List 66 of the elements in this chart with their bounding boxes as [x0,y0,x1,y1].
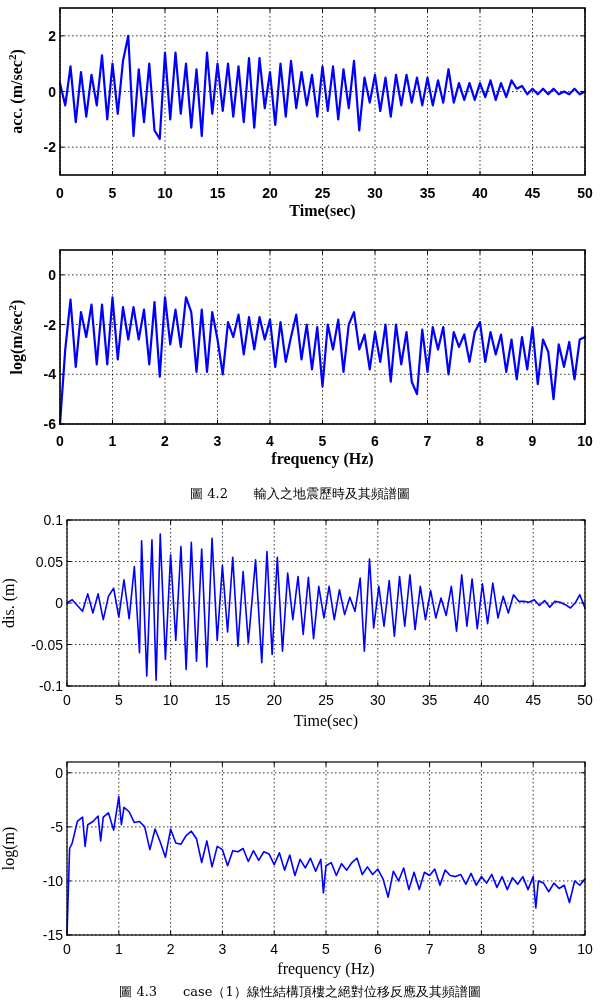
x-tick-label: 15 [209,185,226,201]
y-axis-title: dis. (m) [0,578,18,628]
x-tick-label: 20 [266,692,283,708]
caption: 圖 4.3 case（1）線性結構頂樓之絕對位移反應及其頻譜圖 [119,984,481,999]
x-tick-label: 8 [477,941,486,957]
x-tick-label: 30 [370,692,386,708]
x-tick-label: 9 [528,433,537,449]
x-tick-label: 40 [473,692,490,708]
x-tick-label: 3 [213,433,222,449]
caption: 圖 4.2 輸入之地震歷時及其頻譜圖 [190,486,410,501]
y-tick-label: 0.05 [35,553,64,570]
x-tick-label: 10 [577,433,593,449]
y-tick-label: -0.05 [31,636,64,653]
x-tick-label: 8 [476,433,485,449]
x-tick-label: 5 [114,692,123,708]
x-axis-title: Time(sec) [289,202,356,220]
x-tick-label: 20 [262,185,278,201]
y-tick-label: -2 [43,139,57,156]
y-tick-label: -6 [43,416,57,432]
x-tick-label: 10 [577,941,593,957]
x-tick-label: 7 [425,941,434,957]
x-tick-label: 45 [524,185,541,201]
line-series [66,533,586,681]
y-tick-label: -10 [42,872,64,889]
y-axis-title: log(m) [0,826,18,871]
y-tick-label: -5 [50,818,64,835]
y-tick-label: -4 [43,366,57,383]
x-tick-label: 2 [166,941,175,957]
x-tick-label: 35 [421,692,438,708]
y-tick-label: -2 [43,316,57,333]
x-tick-label: 6 [371,433,380,449]
x-tick-label: 15 [214,692,231,708]
y-tick-label: 0.1 [43,512,64,528]
line-series [58,34,587,140]
x-tick-label: 1 [108,433,117,449]
x-tick-label: 4 [270,941,279,957]
x-tick-label: 50 [577,692,593,708]
x-tick-label: 5 [322,941,331,957]
x-tick-label: 1 [114,941,123,957]
x-tick-label: 10 [162,692,179,708]
x-tick-label: 25 [314,185,331,201]
x-tick-label: 30 [367,185,383,201]
x-tick-label: 35 [419,185,436,201]
x-tick-label: 3 [218,941,227,957]
y-tick-label: -15 [42,927,64,943]
x-tick-label: 25 [318,692,334,708]
x-tick-label: 5 [318,433,327,449]
x-axis-title: frequency (Hz) [277,960,375,978]
y-tick-label: 2 [48,27,57,44]
x-tick-label: 5 [108,185,117,201]
x-tick-label: 4 [266,433,275,449]
x-tick-label: 7 [423,433,432,449]
x-axis-title: frequency (Hz) [271,450,374,468]
x-tick-label: 2 [161,433,170,449]
y-tick-label: 0 [55,764,64,781]
x-axis-title: Time(sec) [293,712,359,730]
y-tick-label: -0.1 [38,678,64,694]
x-tick-label: 6 [373,941,382,957]
x-tick-label: 45 [525,692,542,708]
x-tick-label: 10 [157,185,173,201]
y-tick-label: 0 [48,83,57,100]
x-tick-label: 50 [577,185,593,201]
y-tick-label: 0 [48,266,57,283]
x-tick-label: 40 [472,185,488,201]
x-tick-label: 9 [529,941,538,957]
y-tick-label: 0 [55,595,64,611]
